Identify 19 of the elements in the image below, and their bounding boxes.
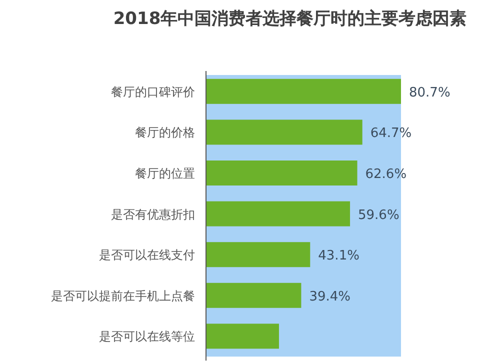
data-label: 59.6% [358,208,400,223]
bar [206,324,279,349]
bar [206,120,362,145]
bar [206,78,401,104]
y-tick-label: 餐厅的位置 [135,166,195,180]
y-tick-label: 餐厅的口碑评价 [111,84,195,99]
data-label: 39.4% [309,289,351,304]
y-tick-label: 是否可以在线等位 [99,330,195,344]
y-tick-label: 餐厅的价格 [135,126,195,140]
y-tick-label: 是否可以在线支付 [99,248,195,262]
data-label: 43.1% [318,248,360,264]
bar [206,282,302,308]
chart-title: 2018年中国消费者选择餐厅时的主要考虑因素 [113,9,467,29]
bar [206,160,358,186]
bar [206,242,310,268]
bar [206,201,350,226]
y-tick-label: 是否可以提前在手机上点餐 [51,288,195,303]
y-tick-label: 是否有优惠折扣 [111,207,195,222]
data-label: 80.7% [409,85,450,100]
